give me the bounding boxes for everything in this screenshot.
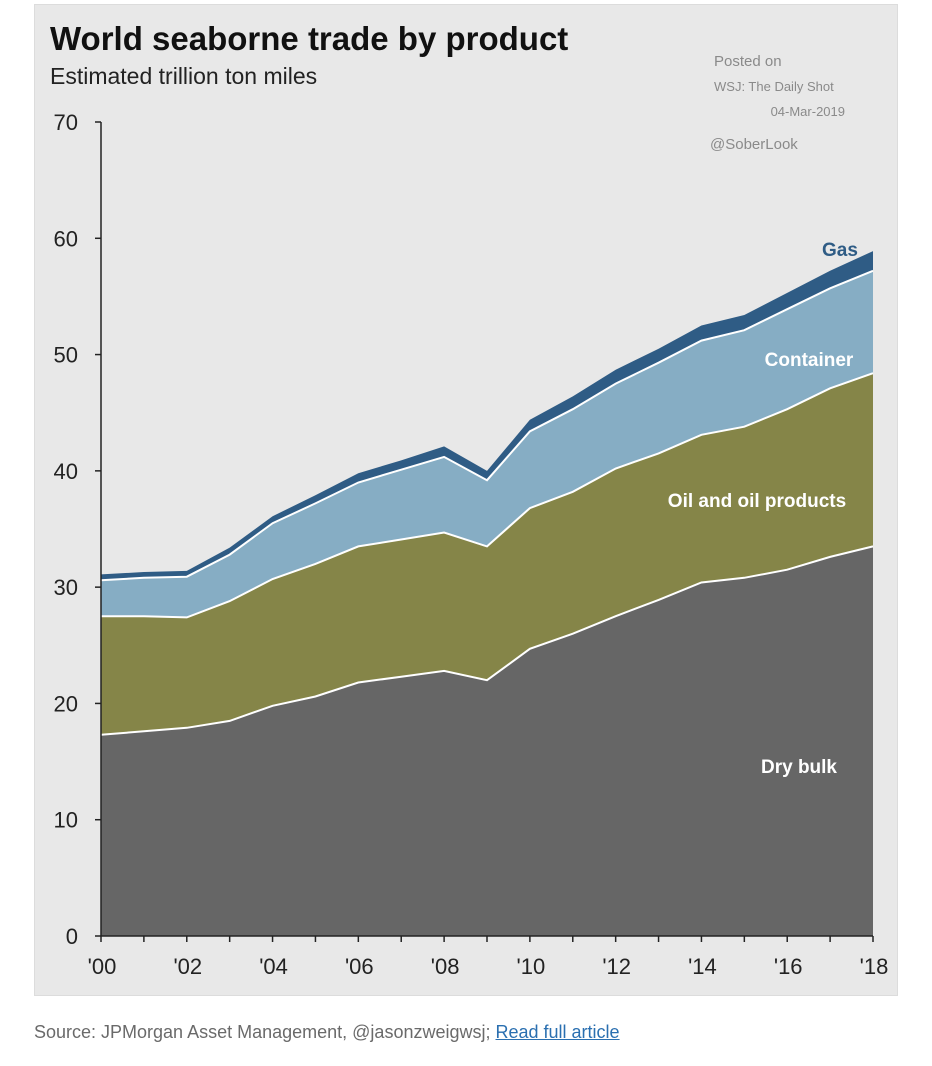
credit-source: WSJ: The Daily Shot bbox=[714, 79, 834, 94]
y-tick-label: 70 bbox=[54, 110, 78, 135]
x-tick-label: '16 bbox=[774, 954, 803, 979]
source-text: Source: JPMorgan Asset Management, @jaso… bbox=[34, 1022, 496, 1042]
y-tick-label: 60 bbox=[54, 226, 78, 251]
area-series-group bbox=[100, 251, 874, 936]
y-tick-label: 10 bbox=[54, 808, 78, 833]
y-tick-label: 40 bbox=[54, 459, 78, 484]
series-label-dry-bulk: Dry bulk bbox=[761, 757, 837, 778]
read-full-article-link[interactable]: Read full article bbox=[495, 1022, 620, 1042]
series-label-gas: Gas bbox=[822, 240, 858, 261]
boundary-oil-and-oil-products bbox=[101, 372, 874, 619]
area-container bbox=[101, 270, 873, 618]
x-tick-label: '02 bbox=[173, 954, 202, 979]
y-tick-label: 0 bbox=[66, 924, 78, 949]
axes-group: 0 10 20 30 40 50 60 70 '00 '02 '04 '06 '08 '10 '12 '14 '… bbox=[54, 110, 889, 979]
credit-posted-on: Posted on bbox=[714, 53, 782, 70]
x-tick-label: '08 bbox=[431, 954, 460, 979]
x-tick-label: '18 bbox=[860, 954, 889, 979]
series-label-container: Container bbox=[765, 350, 854, 371]
x-tick-label: '04 bbox=[259, 954, 288, 979]
y-tick-label: 50 bbox=[54, 343, 78, 368]
x-tick-label: '00 bbox=[88, 954, 117, 979]
area-oil-and-oil-products bbox=[101, 373, 873, 735]
chart-frame: World seaborne trade by product Estimate… bbox=[34, 4, 898, 996]
series-labels-group: Dry bulk Oil and oil products Container Gas bbox=[668, 240, 858, 778]
boundary-container bbox=[100, 269, 874, 582]
credit-date: 04-Mar-2019 bbox=[771, 104, 845, 119]
x-tick-label: '12 bbox=[602, 954, 631, 979]
y-tick-label: 20 bbox=[54, 691, 78, 716]
boundary-dry-bulk bbox=[100, 545, 874, 736]
x-tick-label: '10 bbox=[517, 954, 546, 979]
series-label-oil-and-oil-products: Oil and oil products bbox=[668, 491, 846, 512]
source-line: Source: JPMorgan Asset Management, @jaso… bbox=[34, 1022, 620, 1043]
x-tick-label: '14 bbox=[688, 954, 717, 979]
chart-title: World seaborne trade by product bbox=[50, 20, 568, 57]
area-dry-bulk bbox=[101, 546, 873, 936]
chart-svg: World seaborne trade by product Estimate… bbox=[50, 20, 889, 979]
chart-subtitle: Estimated trillion ton miles bbox=[50, 63, 317, 89]
x-tick-label: '06 bbox=[345, 954, 374, 979]
y-tick-label: 30 bbox=[54, 575, 78, 600]
credit-handle: @SoberLook bbox=[710, 136, 798, 153]
